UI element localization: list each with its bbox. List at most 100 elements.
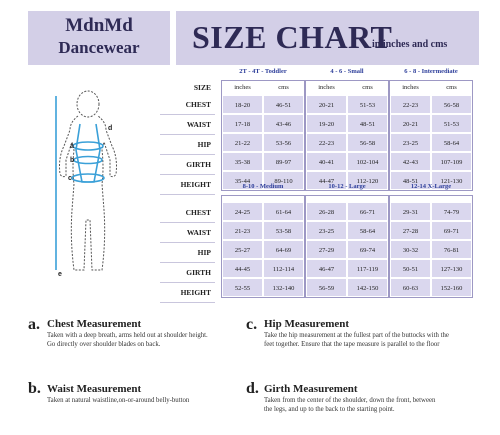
cms-cell: 58-64: [432, 134, 471, 151]
title-box: SIZE CHART in inches and cms: [176, 11, 479, 65]
measurement-title: Hip Measurement: [264, 318, 350, 330]
row-label-girth: GIRTH: [160, 263, 215, 283]
figure-label-c: c: [68, 175, 72, 182]
cms-cell: 132-140: [264, 279, 303, 296]
cms-cell: 102-104: [348, 153, 387, 170]
waist-tape-line: [73, 155, 103, 165]
figure-label-b: b: [70, 157, 74, 164]
measurement-text: Taken from the center of the shoulder, d…: [264, 397, 436, 413]
cms-cell: 46-51: [264, 96, 303, 113]
size-name: 12-14 X-Large: [410, 183, 452, 190]
measurement-letter: b.: [28, 380, 41, 397]
size-column: 6 - 8 - Intermediate inches cms 22-23 56-58 2…: [389, 68, 473, 191]
cms-cell: 56-58: [348, 134, 387, 151]
inches-cell: 19-20: [307, 115, 346, 132]
row-label-hip: HIP: [160, 243, 215, 263]
page-subtitle: in inches and cms: [372, 39, 448, 50]
size-row: 21-23 53-58: [222, 221, 304, 240]
size-row: 22-23 56-58: [306, 133, 388, 152]
cms-cell: 56-58: [432, 96, 471, 113]
size-name: 2T - 4T - Toddler: [239, 68, 287, 75]
inches-cell: 44-47: [307, 172, 346, 189]
size-row: 29-31 74-79: [390, 202, 472, 221]
unit-header: inches cms: [306, 81, 388, 95]
size-row: 19-20 48-51: [306, 114, 388, 133]
row-label-chest: CHEST: [160, 95, 215, 115]
size-row: 17-18 43-46: [222, 114, 304, 133]
size-row: 35-38 89-97: [222, 152, 304, 171]
body-measurement-figure: a b c d e: [55, 90, 117, 278]
size-row: 25-27 64-69: [222, 240, 304, 259]
size-name: 10-12 - Large: [328, 183, 366, 190]
brand-sub: Dancewear: [58, 38, 140, 57]
cms-cell: 53-58: [264, 222, 303, 239]
inches-cell: 35-44: [223, 172, 262, 189]
inches-cell: 56-59: [307, 279, 346, 296]
size-row: 24-25 61-64: [222, 202, 304, 221]
cms-cell: 51-53: [348, 96, 387, 113]
cms-cell: 74-79: [432, 203, 471, 220]
size-row: 44-47 112-120: [306, 171, 388, 190]
size-row: 30-32 76-81: [390, 240, 472, 259]
unit-inches: inches: [318, 84, 335, 91]
size-row: 26-28 66-71: [306, 202, 388, 221]
figure-head: [76, 90, 100, 118]
inches-cell: 30-32: [391, 241, 430, 258]
measurement-text: Take the hip measurement at the fullest …: [264, 332, 449, 348]
inches-cell: 24-25: [223, 203, 262, 220]
size-column: 12-14 X-Large 29-31 74-79 27-28 69-71 30-32 76…: [389, 183, 473, 298]
cms-cell: 69-74: [348, 241, 387, 258]
size-row: 40-41 102-104: [306, 152, 388, 171]
unit-cms: cms: [446, 84, 457, 91]
figure-label-e: e: [58, 271, 62, 278]
inches-cell: 42-43: [391, 153, 430, 170]
row-labels-bottom: CHEST WAIST HIP GIRTH HEIGHT: [160, 195, 215, 303]
measurement-title: Girth Measurement: [264, 383, 358, 395]
unit-header: inches cms: [390, 81, 472, 95]
cms-cell: 152-160: [432, 279, 471, 296]
row-label-chest: CHEST: [160, 203, 215, 223]
cms-cell: 43-46: [264, 115, 303, 132]
size-row: 22-23 56-58: [390, 95, 472, 114]
unit-cms: cms: [362, 84, 373, 91]
size-row: 44-45 112-114: [222, 259, 304, 278]
girth-tape-line: [75, 123, 101, 183]
inches-cell: 48-51: [391, 172, 430, 189]
measurement-text: Taken at natural waistline,on-or-around …: [47, 397, 190, 404]
size-header: SIZE: [193, 83, 211, 92]
measurement-title: Chest Measurement: [47, 318, 142, 330]
inches-cell: 22-23: [307, 134, 346, 151]
cms-cell: 121-130: [432, 172, 471, 189]
inches-cell: 21-22: [223, 134, 262, 151]
row-labels-top: SIZE CHEST WAIST HIP GIRTH HEIGHT: [160, 80, 215, 195]
figure-label-a: a: [70, 143, 74, 150]
cms-cell: 142-150: [348, 279, 387, 296]
cms-cell: 61-64: [264, 203, 303, 220]
row-label-hip: HIP: [160, 135, 215, 155]
size-row: 50-51 127-130: [390, 259, 472, 278]
row-label-waist: WAIST: [160, 223, 215, 243]
inches-cell: 27-28: [391, 222, 430, 239]
size-name: 6 - 8 - Intermediate: [404, 68, 458, 75]
size-column: 10-12 - Large 26-28 66-71 23-25 58-64 27-29 69…: [305, 183, 389, 298]
unit-inches: inches: [234, 84, 251, 91]
inches-cell: 50-51: [391, 260, 430, 277]
measurement-letter: c.: [246, 316, 258, 333]
unit-cms: cms: [278, 84, 289, 91]
size-row: 23-25 58-64: [390, 133, 472, 152]
size-row: 60-63 152-160: [390, 278, 472, 297]
cms-cell: 89-110: [264, 172, 303, 189]
inches-cell: 52-55: [223, 279, 262, 296]
size-row: 27-28 69-71: [390, 221, 472, 240]
cms-cell: 112-114: [264, 260, 303, 277]
inches-cell: 26-28: [307, 203, 346, 220]
inches-cell: 20-21: [391, 115, 430, 132]
row-label-height: HEIGHT: [160, 175, 215, 195]
inches-cell: 35-38: [223, 153, 262, 170]
size-column: 8-10 - Medium 24-25 61-64 21-23 53-58 25-27 64…: [221, 183, 305, 298]
inches-cell: 18-20: [223, 96, 262, 113]
size-row: 21-22 53-56: [222, 133, 304, 152]
size-row: 52-55 132-140: [222, 278, 304, 297]
cms-cell: 58-64: [348, 222, 387, 239]
size-row: 23-25 58-64: [306, 221, 388, 240]
